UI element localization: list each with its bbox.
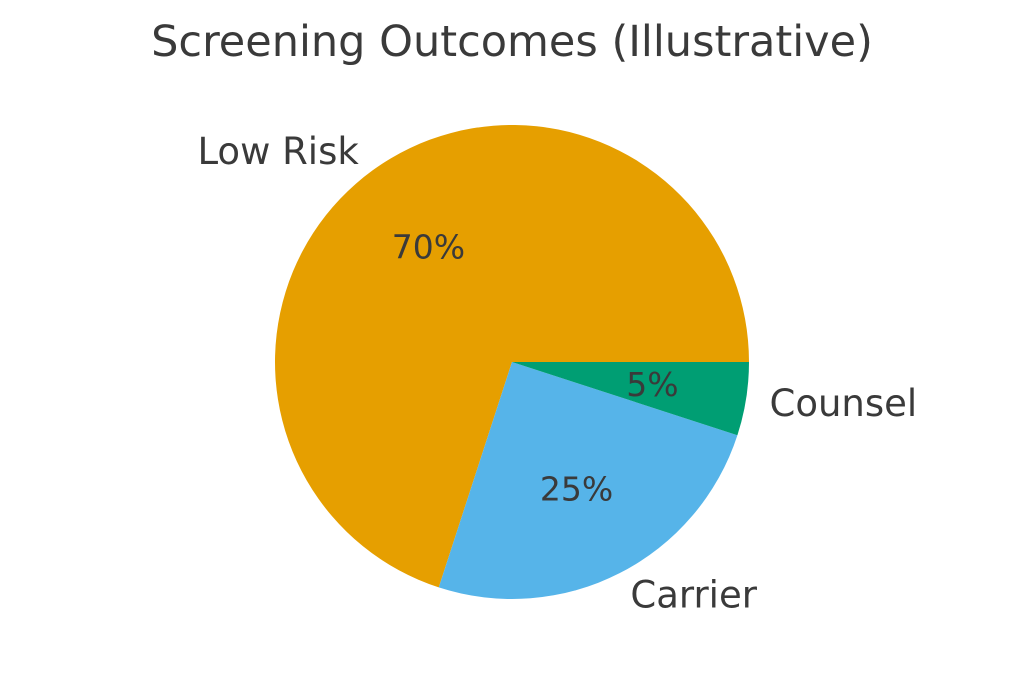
slice-label-carrier: Carrier bbox=[630, 573, 757, 616]
slice-label-low-risk: Low Risk bbox=[197, 130, 359, 173]
pct-label-low-risk: 70% bbox=[392, 228, 465, 267]
chart-title: Screening Outcomes (Illustrative) bbox=[151, 17, 873, 67]
pie-slice-counsel bbox=[512, 362, 749, 436]
pct-label-counsel: 5% bbox=[626, 365, 678, 404]
slice-label-counsel: Counsel bbox=[770, 382, 918, 425]
pie-slice-carrier bbox=[438, 362, 738, 600]
pct-label-carrier: 25% bbox=[540, 469, 613, 508]
pie-slice-low-risk bbox=[274, 125, 749, 588]
pie-slices bbox=[274, 125, 749, 600]
pie-labels: 70% Low Risk 25% Carrier 5% Counsel bbox=[197, 130, 917, 616]
